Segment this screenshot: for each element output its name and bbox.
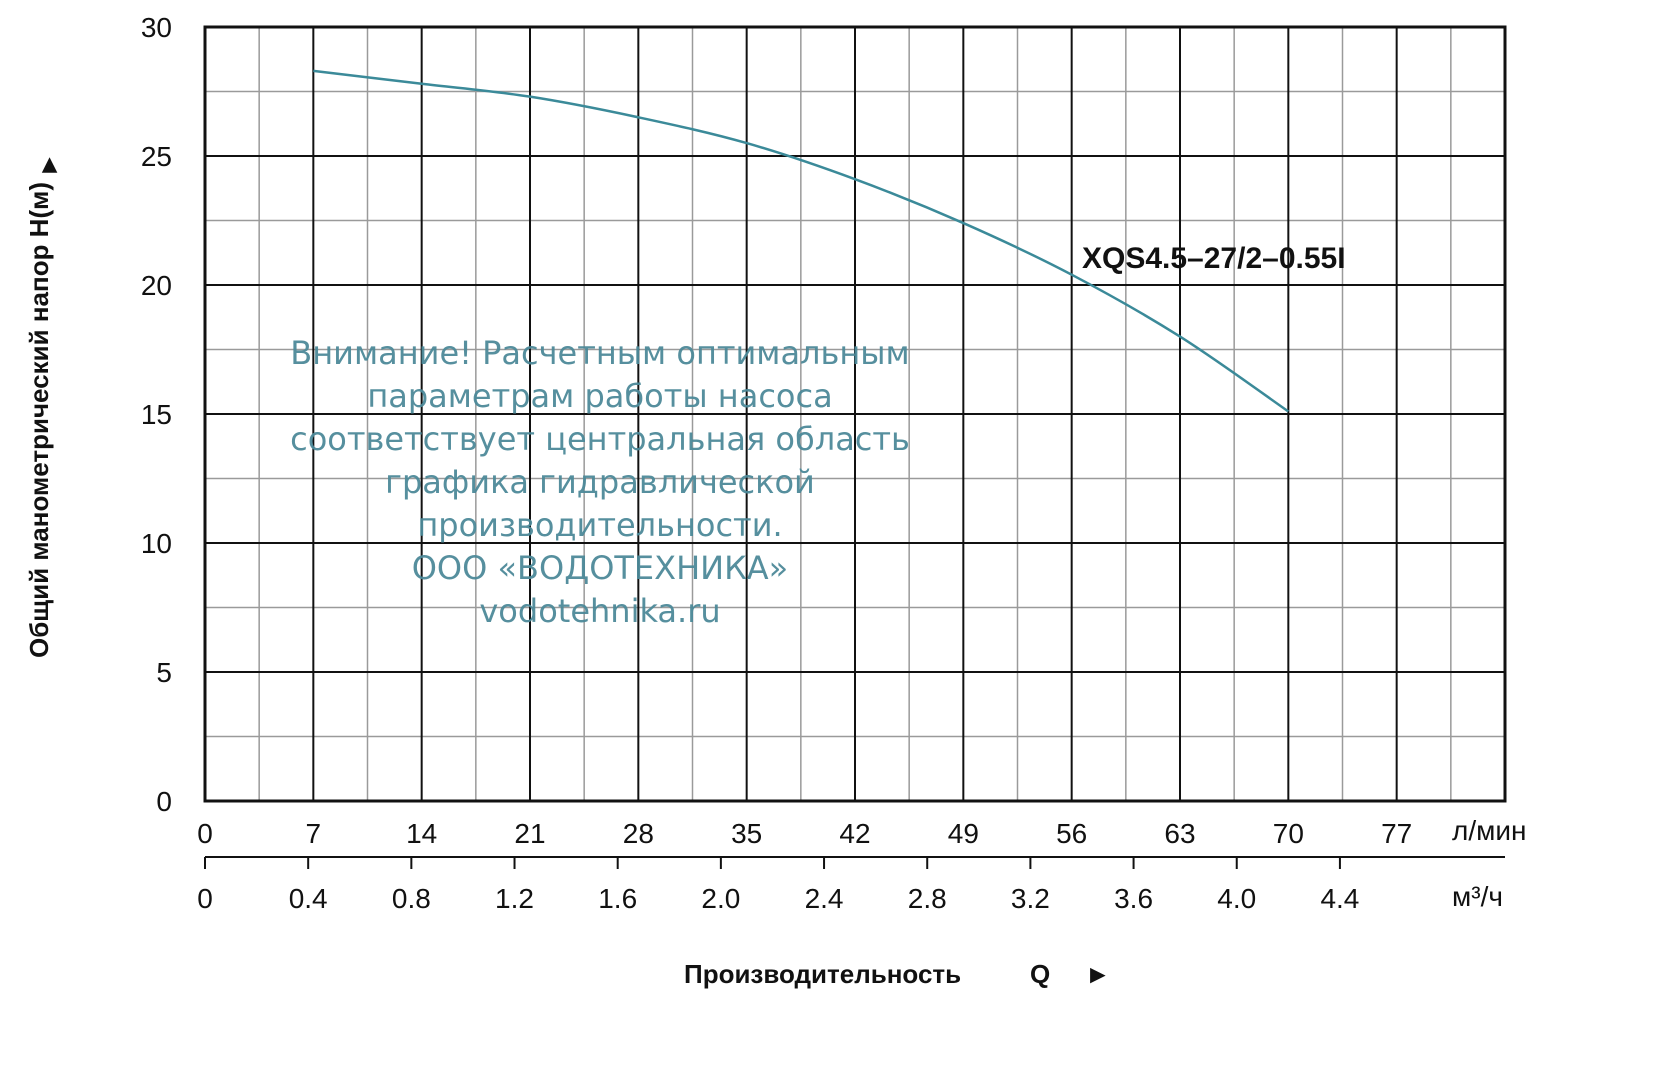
annotation-line: графика гидравлической [385, 463, 815, 501]
annotation-line: Внимание! Расчетным оптимальным [290, 334, 909, 372]
x-tick-label-secondary: 0 [197, 883, 213, 914]
y-axis-label-group: Общий манометрический напор H(м) ► [24, 152, 63, 658]
x-tick-label-secondary: 0.8 [392, 883, 431, 914]
y-tick-label: 25 [141, 141, 172, 172]
x-tick-label-primary: 7 [306, 818, 322, 849]
annotation-line: параметрам работы насоса [367, 377, 832, 415]
x-tick-label-primary: 14 [406, 818, 437, 849]
y-axis-label: Общий манометрический напор H(м) [24, 182, 54, 658]
x-axis-label: Производительность [684, 959, 961, 989]
y-tick-labels: 0 5 10 15 20 25 30 [141, 12, 172, 817]
x-tick-label-primary: 70 [1273, 818, 1304, 849]
x-tick-label-secondary: 2.4 [805, 883, 844, 914]
major-grid [203, 25, 1507, 803]
annotation-line: производительности. [417, 506, 782, 544]
x-tick-label-primary: 49 [948, 818, 979, 849]
x-tick-label-secondary: 1.2 [495, 883, 534, 914]
x-tick-label-secondary: 1.6 [598, 883, 637, 914]
x-unit-primary: л/мин [1452, 815, 1526, 846]
y-tick-label: 5 [156, 657, 172, 688]
x-axis-symbol: Q [1030, 959, 1050, 989]
plot-frame [203, 25, 1507, 803]
x-tick-label-secondary: 3.6 [1114, 883, 1153, 914]
x-tick-label-secondary: 2.0 [701, 883, 740, 914]
x-tick-label-secondary: 4.4 [1320, 883, 1359, 914]
x-unit-secondary: м³/ч [1452, 881, 1503, 912]
x-tick-label-secondary: 2.8 [908, 883, 947, 914]
x-tick-label-secondary: 4.0 [1217, 883, 1256, 914]
x-tick-label-primary: 28 [623, 818, 654, 849]
annotation-line: соответствует центральная область [290, 420, 910, 458]
x-tick-label-secondary: 0.4 [289, 883, 328, 914]
y-tick-label: 10 [141, 528, 172, 559]
series-label: XQS4.5–27/2–0.55I [1082, 242, 1346, 275]
x-tick-label-primary: 56 [1056, 818, 1087, 849]
x-tick-label-primary: 63 [1164, 818, 1195, 849]
x-tick-label-primary: 77 [1381, 818, 1412, 849]
y-tick-label: 15 [141, 399, 172, 430]
x-tick-label-primary: 0 [197, 818, 213, 849]
series-line [313, 69, 1290, 413]
annotation-line: ООО «ВОДОТЕХНИКА» [412, 549, 789, 587]
y-tick-label: 20 [141, 270, 172, 301]
y-axis-arrow: ► [33, 152, 63, 178]
x-tick-labels-primary: 0 7 14 21 28 35 42 49 56 63 70 77 [197, 818, 1412, 849]
x-tick-label-secondary: 3.2 [1011, 883, 1050, 914]
x-tick-label-primary: 35 [731, 818, 762, 849]
y-tick-label: 30 [141, 12, 172, 43]
x-tick-label-primary: 21 [514, 818, 545, 849]
y-tick-label: 0 [156, 786, 172, 817]
annotation-line: vodotehnika.ru [479, 592, 720, 630]
x-axis-arrow: ► [1085, 959, 1111, 989]
watermark-annotation: Внимание! Расчетным оптимальным параметр… [290, 334, 910, 630]
series-layer [313, 69, 1290, 413]
x-tick-label-primary: 42 [839, 818, 870, 849]
x-tick-labels-secondary: 0 0.4 0.8 1.2 1.6 2.0 2.4 2.8 3.2 3.6 4.0 4.4 [197, 856, 1505, 914]
